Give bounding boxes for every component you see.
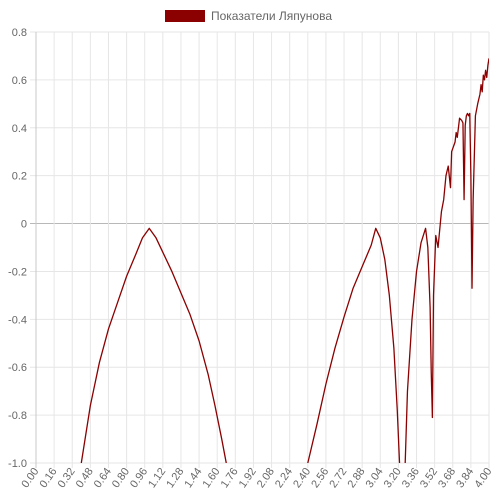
x-tick-label: 3.68: [436, 466, 458, 490]
x-tick-label: 3.84: [454, 466, 476, 490]
y-tick-label: 0.4: [12, 123, 27, 135]
x-tick-label: 2.56: [309, 466, 331, 490]
legend-swatch: [164, 10, 205, 22]
x-tick-label: 0.32: [56, 466, 78, 490]
x-tick-label: 0.64: [92, 466, 114, 490]
x-tick-label: 4.00: [472, 466, 494, 490]
x-tick-label: 3.36: [400, 466, 422, 490]
x-tick-label: 1.12: [146, 466, 168, 490]
y-tick-label: 0.2: [12, 171, 27, 183]
x-tick-label: 1.28: [164, 466, 186, 490]
x-tick-label: 0.48: [74, 466, 96, 490]
x-tick-label: 3.20: [382, 466, 404, 490]
x-tick-label: 0.96: [128, 466, 150, 490]
x-tick-label: 2.08: [255, 466, 277, 490]
x-tick-label: 0.16: [37, 466, 59, 490]
x-tick-label: 1.76: [219, 466, 241, 490]
x-tick-label: 2.24: [273, 466, 295, 490]
y-tick-label: 0.6: [12, 75, 27, 87]
legend-label: Показатели Ляпунова: [210, 9, 333, 23]
y-tick-label: -0.8: [8, 410, 27, 422]
series-line: [80, 58, 489, 463]
x-tick-label: 0.80: [110, 466, 132, 490]
y-tick-label: -1.0: [8, 458, 27, 470]
x-tick-label: 2.72: [327, 466, 349, 490]
x-tick-label: 2.40: [291, 466, 313, 490]
x-tick-label: 3.52: [418, 466, 440, 490]
x-tick-label: 1.92: [237, 466, 259, 490]
x-tick-label: 2.88: [346, 466, 368, 490]
legend[interactable]: Показатели Ляпунова: [0, 8, 497, 24]
y-tick-label: -0.4: [8, 314, 27, 326]
y-tick-label: 0.8: [12, 27, 27, 39]
y-tick-label: -0.6: [8, 362, 27, 374]
y-tick-label: -0.2: [8, 266, 27, 278]
x-tick-label: 1.44: [182, 466, 204, 490]
x-tick-label: 1.60: [201, 466, 223, 490]
x-tick-label: 3.04: [364, 466, 386, 490]
y-tick-label: 0: [21, 219, 27, 231]
